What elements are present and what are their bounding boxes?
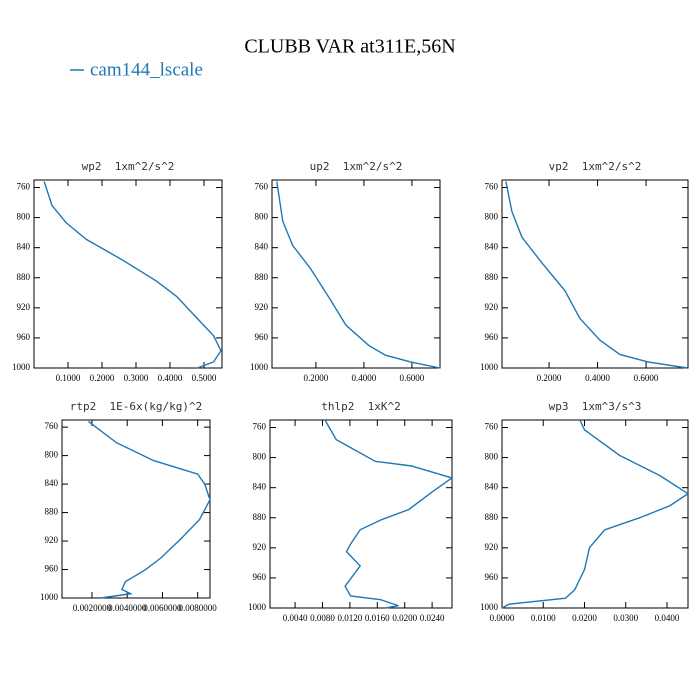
y-tick-label: 920 xyxy=(17,302,31,312)
x-tick-label: 0.0040000 xyxy=(108,603,147,613)
y-tick-label: 880 xyxy=(17,272,31,282)
y-tick-label: 760 xyxy=(485,422,499,432)
x-tick-label: 0.0020000 xyxy=(73,603,112,613)
y-tick-label: 840 xyxy=(485,242,499,252)
y-tick-label: 840 xyxy=(17,242,31,252)
x-tick-label: 0.0240 xyxy=(420,613,445,623)
y-tick-label: 800 xyxy=(485,212,499,222)
y-tick-label: 920 xyxy=(45,535,59,545)
panel-title: vp2 1xm^2/s^2 xyxy=(549,160,642,173)
plot-frame xyxy=(269,419,453,609)
y-tick-label: 880 xyxy=(485,272,499,282)
data-line xyxy=(505,181,688,369)
panel-title: wp3 1xm^3/s^3 xyxy=(549,400,642,413)
x-tick-label: 0.0160 xyxy=(365,613,390,623)
x-tick-label: 0.0080000 xyxy=(179,603,218,613)
y-tick-label: 760 xyxy=(253,422,267,432)
y-tick-label: 880 xyxy=(253,512,267,522)
y-tick-label: 1000 xyxy=(40,592,59,602)
y-tick-label: 880 xyxy=(45,507,59,517)
y-tick-label: 800 xyxy=(45,450,59,460)
x-tick-label: 0.0100 xyxy=(531,613,556,623)
y-tick-label: 1000 xyxy=(480,362,499,372)
x-tick-label: 0.0000 xyxy=(490,613,515,623)
y-tick-label: 1000 xyxy=(250,362,269,372)
y-tick-label: 960 xyxy=(485,572,499,582)
y-tick-label: 1000 xyxy=(248,602,267,612)
plot-frame xyxy=(501,419,689,609)
y-tick-label: 1000 xyxy=(480,602,499,612)
data-line xyxy=(43,181,222,369)
x-tick-label: 0.6000 xyxy=(634,373,659,383)
x-tick-label: 0.2000 xyxy=(90,373,115,383)
x-tick-label: 0.2000 xyxy=(304,373,329,383)
y-tick-label: 960 xyxy=(255,332,269,342)
x-tick-label: 0.1000 xyxy=(56,373,81,383)
y-tick-label: 760 xyxy=(255,182,269,192)
legend-label: cam144_lscale xyxy=(90,59,203,80)
y-tick-label: 960 xyxy=(45,564,59,574)
y-tick-label: 880 xyxy=(485,512,499,522)
y-tick-label: 760 xyxy=(17,182,31,192)
x-tick-label: 0.4000 xyxy=(585,373,610,383)
plot-frame xyxy=(61,419,211,599)
x-tick-label: 0.2000 xyxy=(537,373,562,383)
y-tick-label: 800 xyxy=(253,452,267,462)
data-line xyxy=(276,181,441,369)
x-tick-label: 0.3000 xyxy=(124,373,149,383)
x-tick-label: 0.4000 xyxy=(158,373,183,383)
plot-frame xyxy=(501,179,689,369)
y-tick-label: 760 xyxy=(485,182,499,192)
y-tick-label: 920 xyxy=(485,542,499,552)
x-tick-label: 0.0400 xyxy=(655,613,680,623)
y-tick-label: 840 xyxy=(45,478,59,488)
y-tick-label: 800 xyxy=(485,452,499,462)
x-tick-label: 0.0120 xyxy=(338,613,363,623)
y-tick-label: 880 xyxy=(255,272,269,282)
plot-frame xyxy=(33,179,223,369)
x-tick-label: 0.0300 xyxy=(613,613,638,623)
data-line xyxy=(501,418,690,609)
x-tick-label: 0.0060000 xyxy=(143,603,182,613)
figure-title: CLUBB VAR at311E,56N xyxy=(244,36,455,58)
plot-frame xyxy=(271,179,441,369)
y-tick-label: 960 xyxy=(253,572,267,582)
y-tick-label: 920 xyxy=(253,542,267,552)
x-tick-label: 0.4000 xyxy=(352,373,377,383)
y-tick-label: 840 xyxy=(485,482,499,492)
x-tick-label: 0.0200 xyxy=(572,613,597,623)
y-tick-label: 920 xyxy=(485,302,499,312)
y-tick-label: 960 xyxy=(485,332,499,342)
y-tick-label: 920 xyxy=(255,302,269,312)
y-tick-label: 760 xyxy=(45,421,59,431)
panel-title: rtp2 1E-6x(kg/kg)^2 xyxy=(70,400,202,413)
data-line xyxy=(323,418,454,609)
y-tick-label: 840 xyxy=(255,242,269,252)
x-tick-label: 0.0040 xyxy=(283,613,308,623)
y-tick-label: 960 xyxy=(17,332,31,342)
panel-title: up2 1xm^2/s^2 xyxy=(310,160,403,173)
panel-title: wp2 1xm^2/s^2 xyxy=(82,160,175,173)
y-tick-label: 1000 xyxy=(12,362,31,372)
panel-title: thlp2 1xK^2 xyxy=(321,400,400,413)
y-tick-label: 800 xyxy=(17,212,31,222)
x-tick-label: 0.5000 xyxy=(192,373,217,383)
y-tick-label: 840 xyxy=(253,482,267,492)
x-tick-label: 0.0080 xyxy=(310,613,335,623)
data-line xyxy=(88,420,211,599)
x-tick-label: 0.0200 xyxy=(392,613,417,623)
x-tick-label: 0.6000 xyxy=(400,373,425,383)
y-tick-label: 800 xyxy=(255,212,269,222)
